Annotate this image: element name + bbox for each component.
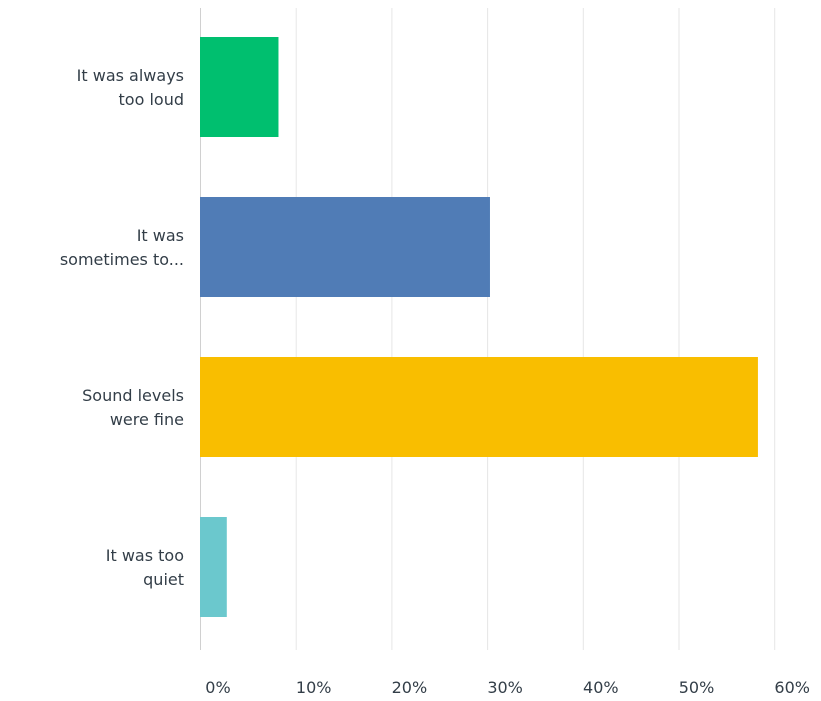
x-tick-label: 40% [583,678,619,697]
category-label: sometimes to... [60,250,184,269]
category-label: Sound levels [82,386,184,405]
x-tick-label: 60% [774,678,810,697]
x-tick-label: 20% [392,678,428,697]
x-tick-label: 10% [296,678,332,697]
x-tick-label: 0% [205,678,230,697]
x-tick-label: 50% [679,678,715,697]
category-label: too loud [119,90,184,109]
bar [200,197,490,297]
category-label: were fine [110,410,184,429]
category-label: It was always [77,66,184,85]
bar [200,517,227,617]
category-label: quiet [143,570,184,589]
category-label: It was too [106,546,184,565]
bar [200,357,758,457]
category-label: It was [137,226,184,245]
bar [200,37,279,137]
x-tick-label: 30% [487,678,523,697]
